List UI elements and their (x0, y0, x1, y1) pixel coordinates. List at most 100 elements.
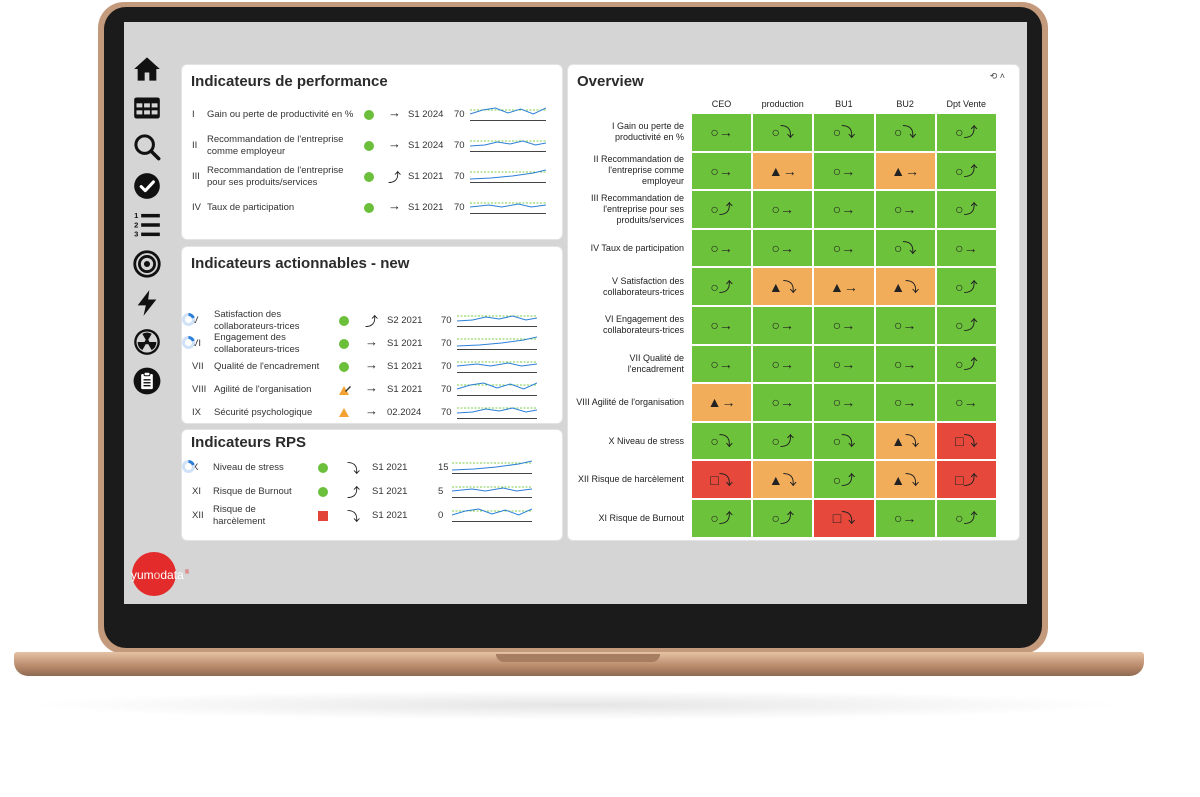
overview-cell[interactable]: □⤴ (935, 460, 997, 499)
overview-cell[interactable]: ○→ (813, 383, 875, 422)
overview-cell[interactable]: ○⤵ (691, 421, 753, 461)
overview-cell[interactable]: ○→ (752, 344, 814, 384)
status-dot (364, 172, 374, 182)
overview-cell[interactable]: ▲⤵ (874, 267, 936, 306)
row-label: Gain ou perte de productivité en % (207, 109, 354, 120)
overview-cell[interactable]: ○→ (752, 383, 814, 422)
indicator-row[interactable]: VII Qualité de l'encadrement → S1 2021 70 (182, 355, 562, 377)
sparkline-line (470, 169, 546, 180)
indicator-value: 70 (441, 384, 452, 395)
sidebar-item-check[interactable] (132, 171, 162, 201)
overview-cell[interactable]: ○⤴ (935, 267, 997, 306)
overview-cell[interactable]: ○→ (752, 306, 814, 345)
trend-arrow-icon: ⤴ (347, 485, 361, 500)
overview-cell[interactable]: ○→ (691, 151, 753, 191)
indicator-row[interactable]: III Recommandation de l'entreprise pour s… (182, 165, 562, 188)
overview-cell[interactable]: ○→ (813, 228, 875, 268)
svg-text:1: 1 (134, 211, 138, 220)
overview-cell[interactable]: ○⤵ (813, 113, 875, 152)
overview-cell[interactable]: □⤵ (935, 421, 997, 461)
overview-cell[interactable]: ○⤴ (691, 190, 753, 229)
overview-cell[interactable]: ▲⤵ (874, 460, 936, 499)
overview-cell[interactable]: ○⤵ (752, 113, 814, 152)
actionable-title: Indicateurs actionnables - new (191, 255, 410, 272)
overview-cell[interactable]: ○⤴ (813, 460, 875, 499)
overview-cell[interactable]: ▲→ (691, 383, 753, 422)
overview-column-header: BU2 (896, 99, 914, 109)
overview-cell[interactable]: ○⤵ (874, 113, 936, 152)
overview-cell[interactable]: ▲⤵ (752, 460, 814, 499)
indicator-row[interactable]: IX Sécurité psychologique → 02.2024 70 (182, 401, 562, 423)
overview-cell[interactable]: ▲→ (813, 267, 875, 306)
overview-cell[interactable]: ○⤴ (935, 499, 997, 538)
overview-cell[interactable]: ○⤴ (935, 113, 997, 152)
period-label: 02.2024 (387, 407, 422, 418)
overview-cell[interactable]: ○→ (874, 344, 936, 384)
overview-cell[interactable]: □⤵ (813, 499, 875, 538)
overview-cell[interactable]: ○⤴ (691, 267, 753, 306)
overview-cell[interactable]: ○⤴ (691, 499, 753, 538)
sidebar-item-search[interactable] (132, 132, 162, 162)
overview-cell[interactable]: ○⤴ (752, 421, 814, 461)
overview-cell[interactable]: ○⤵ (874, 228, 936, 268)
overview-cell[interactable]: ○→ (874, 383, 936, 422)
overview-cell[interactable]: ○→ (752, 190, 814, 229)
overview-cell[interactable]: ○⤴ (935, 344, 997, 384)
sidebar-item-radiation[interactable] (132, 327, 162, 357)
overview-cell[interactable]: ○⤵ (813, 421, 875, 461)
overview-cell[interactable]: ○→ (874, 306, 936, 345)
overview-cell[interactable]: ○→ (813, 151, 875, 191)
indicator-row[interactable]: V Satisfaction des collaborateurs-trices ⤴… (182, 309, 562, 332)
overview-cell[interactable]: ○→ (874, 499, 936, 538)
overview-cell[interactable]: ○⤴ (935, 190, 997, 229)
sidebar-item-bolt[interactable] (132, 288, 162, 318)
trend-arrow-icon: → (365, 403, 378, 418)
row-number: VIII (192, 384, 207, 395)
overview-cell[interactable]: ▲⤵ (752, 267, 814, 306)
yumodata-logo: yumodata® (131, 552, 189, 596)
overview-cell[interactable]: ▲→ (874, 151, 936, 191)
indicator-row[interactable]: X Niveau de stress ⤵ S1 2021 15 (182, 456, 562, 478)
sparkline-line (452, 508, 532, 516)
indicator-value: 70 (441, 361, 452, 372)
overview-cell[interactable]: □⤵ (691, 460, 753, 499)
overview-cell[interactable]: ○→ (874, 190, 936, 229)
indicator-row[interactable]: II Recommandation de l'entreprise comme e… (182, 134, 562, 157)
overview-cell[interactable]: ○⤴ (935, 306, 997, 345)
overview-cell[interactable]: ○→ (691, 306, 753, 345)
sparkline-chart (457, 336, 537, 350)
indicator-row[interactable]: VIII Agilité de l'organisation → S1 2021 70 (182, 378, 562, 400)
indicator-row[interactable]: XII Risque de harcèlement ⤵ S1 2021 0 (182, 504, 562, 527)
sidebar-item-home[interactable] (132, 54, 162, 84)
overview-title: Overview (577, 73, 644, 90)
overview-controls[interactable]: ⟲ ˄ (989, 71, 1005, 81)
indicator-row[interactable]: I Gain ou perte de productivité en % → S1 2… (182, 103, 562, 125)
sidebar-item-table[interactable] (132, 93, 162, 123)
overview-cell[interactable]: ○→ (935, 228, 997, 268)
overview-cell[interactable]: ○→ (691, 113, 753, 152)
sidebar-item-clipboard[interactable] (132, 366, 162, 396)
overview-cell[interactable]: ○→ (813, 306, 875, 345)
overview-cell[interactable]: ○→ (935, 383, 997, 422)
sparkline-line (457, 336, 537, 347)
indicator-row[interactable]: IV Taux de participation → S1 2021 70 (182, 196, 562, 218)
overview-cell[interactable]: ○→ (691, 344, 753, 384)
overview-cell[interactable]: ○→ (691, 228, 753, 268)
overview-cell[interactable]: ▲⤵ (874, 421, 936, 461)
sidebar-item-target[interactable] (132, 249, 162, 279)
overview-cell[interactable]: ○⤴ (752, 499, 814, 538)
overview-cell[interactable]: ○→ (752, 228, 814, 268)
overview-cell[interactable]: ○⤴ (935, 151, 997, 191)
period-label: S1 2021 (372, 486, 408, 497)
period-label: S2 2021 (387, 315, 423, 326)
overview-row-label: III Recommandation de l'entreprise pour … (590, 192, 684, 225)
sparkline-chart (470, 169, 546, 183)
overview-cell[interactable]: ▲→ (752, 151, 814, 191)
indicator-row[interactable]: VI Engagement des collaborateurs-trices → S… (182, 332, 562, 355)
overview-cell[interactable]: ○→ (813, 344, 875, 384)
indicator-row[interactable]: XI Risque de Burnout ⤴ S1 2021 5 (182, 480, 562, 502)
overview-cell[interactable]: ○→ (813, 190, 875, 229)
overview-column-header: BU1 (835, 99, 853, 109)
